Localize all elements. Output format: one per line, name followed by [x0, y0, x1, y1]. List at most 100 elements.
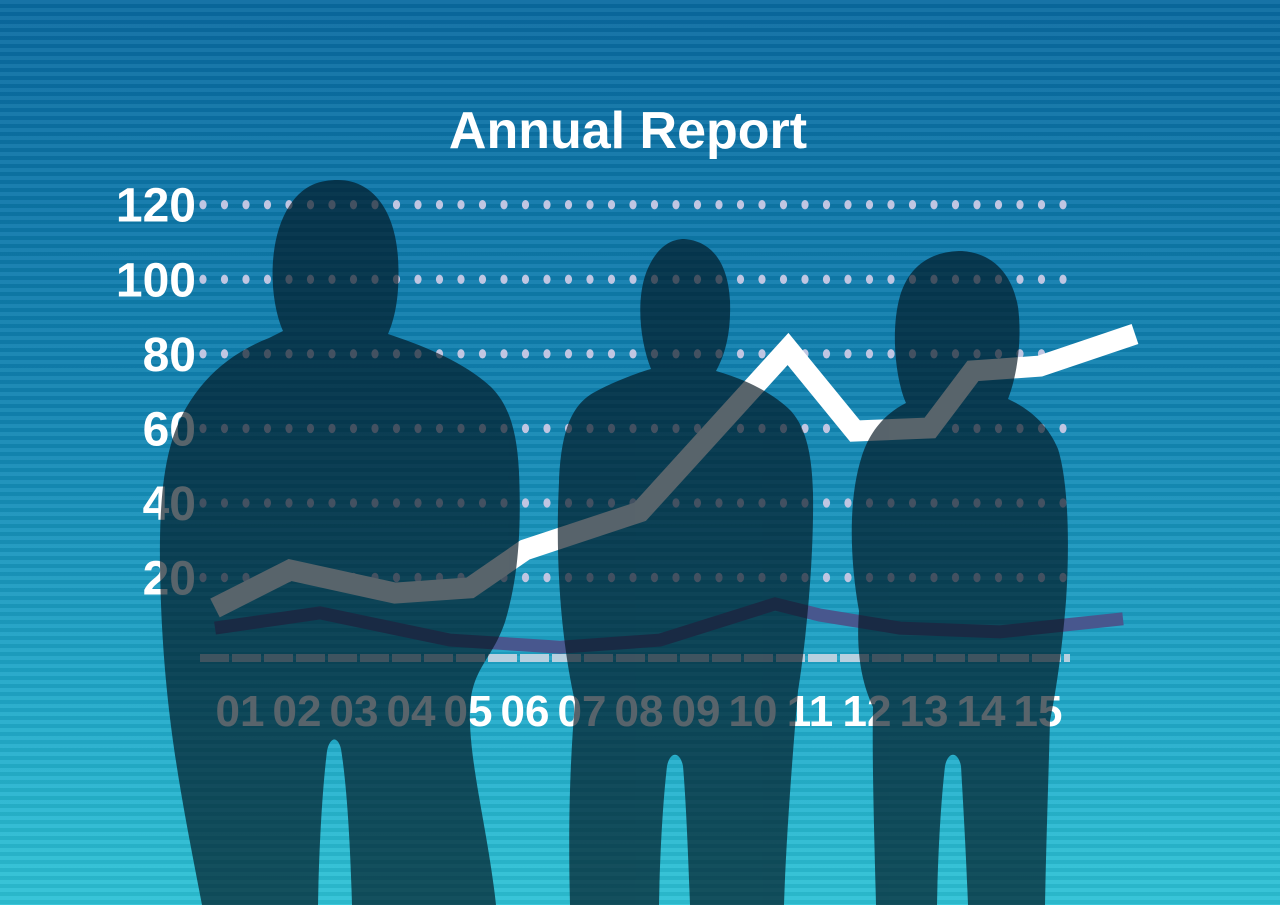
chart-title: Annual Report: [449, 102, 807, 160]
grid-dot: [414, 200, 422, 210]
grid-dot: [543, 572, 551, 583]
grid-dot: [1037, 200, 1046, 210]
grid-dot: [779, 200, 788, 210]
grid-dot: [822, 498, 831, 508]
grid-dot: [478, 200, 487, 210]
grid-dot: [715, 200, 723, 210]
grid-dot: [500, 274, 508, 284]
grid-dot: [521, 200, 530, 210]
grid-dot: [887, 349, 895, 359]
grid-dot: [1037, 274, 1046, 284]
silhouette-businessman-left: [159, 180, 520, 905]
grid-dot: [414, 274, 422, 284]
grid-dot: [822, 423, 831, 434]
grid-dot: [586, 349, 594, 359]
silhouette-group: [159, 180, 1068, 905]
grid-dot: [457, 274, 465, 284]
grid-dot: [607, 349, 616, 359]
grid-dot: [457, 349, 465, 359]
grid-dot: [973, 200, 981, 210]
grid-dot: [586, 200, 594, 210]
grid-dot: [930, 200, 938, 210]
grid-dot: [865, 200, 874, 210]
y-tick-label: 100: [116, 254, 196, 307]
grid-dot: [263, 200, 272, 210]
grid-dot: [994, 200, 1003, 210]
grid-dot: [801, 274, 809, 284]
grid-dot: [758, 274, 766, 284]
x-tick-label: 06: [501, 687, 550, 736]
grid-dot: [242, 200, 250, 210]
grid-dot: [1059, 423, 1067, 434]
grid-dot: [822, 349, 831, 359]
grid-dot: [543, 349, 551, 359]
grid-dot: [457, 200, 465, 210]
grid-dot: [543, 423, 551, 434]
grid-dot: [500, 200, 508, 210]
grid-dot: [1059, 200, 1067, 210]
grid-dot: [220, 274, 229, 284]
grid-dot: [629, 200, 637, 210]
grid-dot: [543, 200, 551, 210]
grid-dot: [607, 274, 616, 284]
grid-dot: [736, 349, 745, 359]
grid-dot: [758, 200, 766, 210]
grid-dot: [844, 572, 852, 583]
grid-dot: [543, 498, 551, 508]
grid-dot: [865, 274, 874, 284]
grid-dot: [736, 274, 745, 284]
y-tick-label: 80: [143, 329, 196, 382]
silhouette-businesswoman-right: [851, 251, 1068, 905]
grid-dot: [822, 274, 831, 284]
grid-dot: [801, 200, 809, 210]
grid-dot: [1016, 200, 1024, 210]
grid-dot: [865, 349, 874, 359]
grid-dot: [887, 200, 895, 210]
grid-dot: [908, 200, 917, 210]
grid-dot: [586, 274, 594, 284]
grid-dot: [543, 274, 551, 284]
grid-dot: [629, 349, 637, 359]
grid-dot: [242, 274, 250, 284]
grid-dot: [736, 200, 745, 210]
grid-dot: [564, 274, 573, 284]
grid-dot: [801, 423, 809, 434]
grid-dot: [951, 200, 960, 210]
grid-dot: [844, 274, 852, 284]
grid-dot: [887, 274, 895, 284]
grid-dot: [822, 572, 831, 583]
grid-dot: [478, 349, 487, 359]
grid-dot: [220, 349, 229, 359]
grid-dot: [263, 274, 272, 284]
silhouette-businessman-center: [557, 239, 814, 905]
grid-dot: [521, 349, 530, 359]
y-tick-label: 120: [116, 180, 196, 233]
grid-dot: [607, 200, 616, 210]
grid-dot: [779, 274, 788, 284]
grid-dot: [435, 274, 444, 284]
grid-dot: [1059, 274, 1067, 284]
grid-dot: [844, 498, 852, 508]
grid-dot: [435, 200, 444, 210]
grid-dot: [392, 200, 401, 210]
grid-dot: [199, 274, 207, 284]
grid-dot: [521, 423, 530, 434]
grid-dot: [650, 200, 659, 210]
grid-dot: [822, 200, 831, 210]
grid-dot: [500, 349, 508, 359]
grid-dot: [220, 200, 229, 210]
grid-dot: [199, 200, 207, 210]
grid-dot: [758, 349, 766, 359]
grid-dot: [521, 274, 530, 284]
grid-dot: [693, 200, 702, 210]
grid-dot: [564, 200, 573, 210]
grid-dot: [629, 274, 637, 284]
grid-dot: [672, 200, 680, 210]
grid-dot: [521, 498, 530, 508]
grid-dot: [844, 349, 852, 359]
grid-dot: [478, 274, 487, 284]
grid-dot: [521, 572, 530, 583]
grid-dot: [199, 349, 207, 359]
